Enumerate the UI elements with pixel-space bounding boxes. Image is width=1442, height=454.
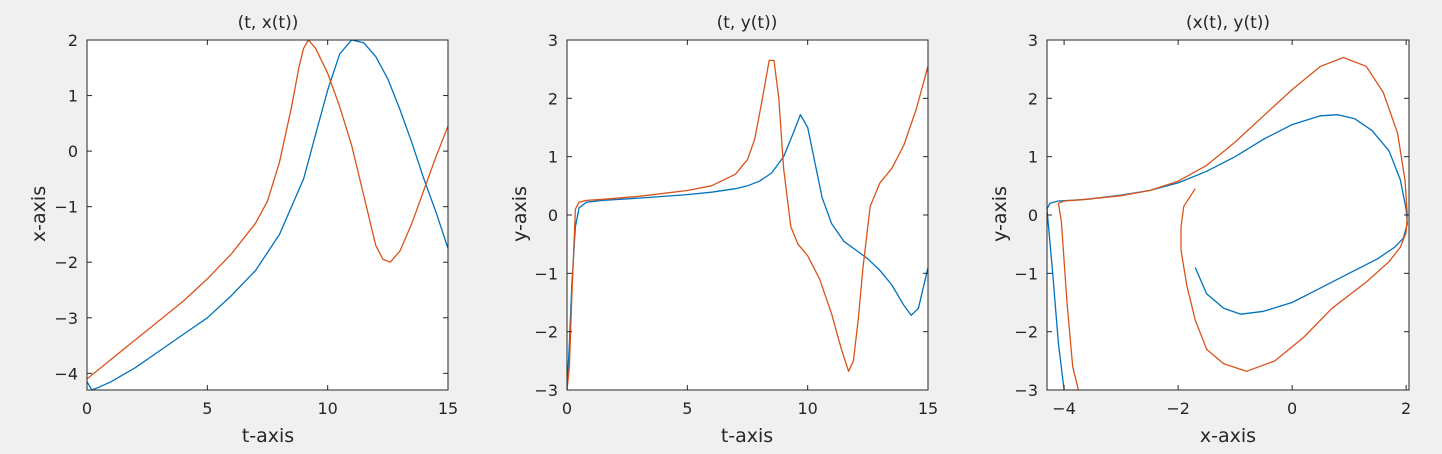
- y-tick-label: 2: [548, 89, 558, 108]
- plot-panel-x-vs-t: (t, x(t)) t-axis x-axis 0 5 10 15 −4 −3 −2 −1 0 1…: [28, 13, 458, 447]
- series-line-1: [567, 114, 928, 390]
- x-tick-label: 0: [562, 399, 572, 418]
- y-tick-label: 1: [68, 87, 78, 106]
- axes-box: [86, 39, 449, 391]
- y-tick-label: −2: [534, 323, 558, 342]
- y-tick-label: 1: [1028, 148, 1038, 167]
- series-line-2: [567, 59, 928, 390]
- x-tick-label: 10: [317, 399, 337, 418]
- y-tick-label: −1: [54, 198, 78, 217]
- plot-area: [87, 40, 448, 390]
- x-axis-label: x-axis: [1200, 425, 1256, 447]
- x-axis-label: t-axis: [242, 425, 294, 447]
- y-tick-label: −2: [1014, 323, 1038, 342]
- y-tick-label: −3: [534, 381, 558, 400]
- x-tick-label: 15: [438, 399, 458, 418]
- y-tick-label: 0: [68, 142, 78, 161]
- y-axis-label: y-axis: [989, 186, 1011, 242]
- series-line-2: [87, 40, 448, 380]
- plot-title: (x(t), y(t)): [1186, 13, 1270, 33]
- x-tick-label: 15: [918, 399, 938, 418]
- y-tick-label: 1: [548, 148, 558, 167]
- series-line-1: [87, 40, 448, 390]
- plot-title: (t, y(t)): [717, 13, 778, 33]
- plot-panel-y-vs-t: (t, y(t)) t-axis y-axis 0 5 10 15 −3 −2 −1 0 1 2 3: [509, 13, 938, 447]
- series-line-2: [1057, 56, 1408, 390]
- x-tick-label: 5: [682, 399, 692, 418]
- x-tick-label: 0: [1287, 399, 1297, 418]
- plot-title: (t, x(t)): [238, 13, 299, 33]
- plot-area: [567, 40, 928, 390]
- x-tick-label: 10: [797, 399, 817, 418]
- y-tick-label: 3: [548, 31, 558, 50]
- x-tick-label: 5: [202, 399, 212, 418]
- y-tick-label: −3: [54, 309, 78, 328]
- y-tick-label: −2: [54, 253, 78, 272]
- plot-panel-y-vs-x: (x(t), y(t)) x-axis y-axis −4 −2 0 2 −3 −2 −1 0…: [989, 13, 1411, 447]
- x-tick-label: −2: [1166, 399, 1190, 418]
- plot-area: [1047, 40, 1409, 390]
- y-tick-label: −1: [534, 264, 558, 283]
- x-axis-label: t-axis: [721, 425, 773, 447]
- y-tick-label: 3: [1028, 31, 1038, 50]
- x-tick-label: 2: [1401, 399, 1411, 418]
- x-tick-label: 0: [82, 399, 92, 418]
- y-tick-label: 2: [1028, 89, 1038, 108]
- y-tick-label: −3: [1014, 381, 1038, 400]
- y-axis-label: x-axis: [28, 186, 50, 242]
- y-tick-label: 0: [1028, 206, 1038, 225]
- x-tick-label: −4: [1052, 399, 1076, 418]
- y-tick-label: 0: [548, 206, 558, 225]
- y-tick-label: −4: [54, 364, 78, 383]
- y-tick-label: 2: [68, 31, 78, 50]
- y-axis-label: y-axis: [509, 186, 531, 242]
- y-tick-label: −1: [1014, 264, 1038, 283]
